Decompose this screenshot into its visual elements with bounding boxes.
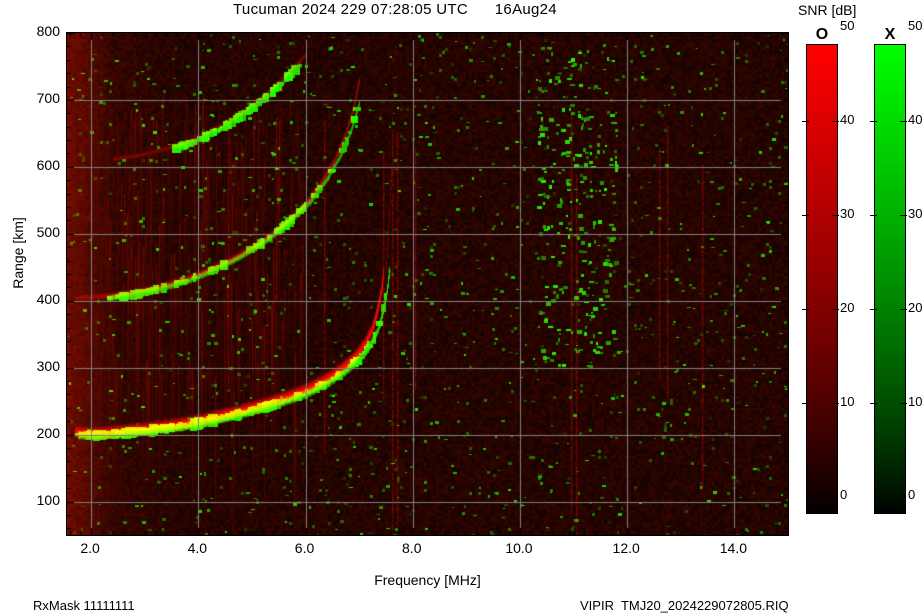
colorbar-o-scale: 0 10 20 30 40 50 [802,18,874,502]
colorbar-tick-mark [802,215,809,216]
colorbar-tick-mark [832,215,839,216]
colorbar-tick-mark [870,309,877,310]
colorbar-tick-mark [832,309,839,310]
x-tick-label: 6.0 [294,540,315,556]
colorbar-tick-mark [832,121,839,122]
colorbar-tick-label: 20 [840,300,855,315]
colorbar-tick-label: 30 [840,206,855,221]
colorbar-tick-mark [900,121,907,122]
colorbar-tick-label: 40 [840,112,855,127]
x-tick-label: 12.0 [612,540,640,556]
x-tick-label: 2.0 [80,540,100,556]
y-tick-label: 300 [36,357,60,374]
colorbar-x-mode: X 0 10 20 30 40 50 [870,18,922,519]
y-tick-label: 400 [36,290,60,307]
colorbar-tick-label: 0 [840,487,848,502]
colorbar-tick-mark [900,403,907,404]
colorbar-x-scale: 0 10 20 30 40 50 [870,18,922,502]
y-tick-label: 100 [36,491,60,508]
y-tick-label: 600 [36,156,60,173]
colorbar-tick-label: 40 [908,112,922,127]
x-tick-label: 14.0 [719,540,748,556]
plot-title: Tucuman 2024 229 07:28:05 UTC 16Aug24 [233,1,557,18]
y-tick-label: 200 [36,424,60,441]
rxmask-label: RxMask 11111111 [33,598,135,613]
colorbar-tick-mark [802,309,809,310]
x-axis-label: Frequency [MHz] [374,572,481,588]
y-axis: Range [km] 100 200 300 400 500 600 700 800 [0,0,66,614]
colorbar-o-mode: O 0 10 20 30 40 50 [802,18,854,519]
ionogram-plot[interactable] [66,32,789,536]
colorbar-tick-label: 10 [840,394,855,409]
colorbar-tick-label: 30 [908,206,922,221]
colorbar-tick-label: 10 [908,394,922,409]
y-tick-label: 800 [36,23,60,39]
colorbar-tick-mark [870,403,877,404]
colorbar-tick-mark [802,121,809,122]
colorbar-tick-label: 20 [908,300,922,315]
colorbar-tick-label: 50 [840,18,855,33]
colorbar-tick-label: 50 [908,18,922,33]
colorbar-tick-mark [900,309,907,310]
colorbar-x-gradient [874,44,906,514]
colorbar-tick-label: 0 [908,487,916,502]
source-file-label: VIPIR TMJ20_2024229072805.RIQ [580,598,789,613]
colorbar-tick-mark [832,403,839,404]
y-tick-label: 500 [36,223,60,240]
x-tick-label: 10.0 [505,540,533,556]
colorbar-o-head: O [815,26,829,43]
colorbar-o-gradient [806,44,838,514]
colorbar-title: SNR [dB] [798,2,857,18]
x-tick-label: 8.0 [402,540,422,556]
colorbar-tick-mark [870,215,877,216]
x-tick-label: 4.0 [187,540,208,556]
colorbar-tick-mark [870,121,877,122]
ionogram-canvas[interactable] [67,33,788,535]
y-tick-label: 700 [36,89,60,106]
colorbar-tick-mark [900,215,907,216]
colorbar-tick-mark [802,403,809,404]
colorbar-x-head: X [884,26,896,43]
